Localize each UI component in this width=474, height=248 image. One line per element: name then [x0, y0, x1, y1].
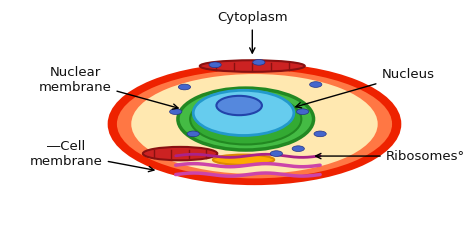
Ellipse shape	[110, 65, 399, 183]
Ellipse shape	[193, 90, 294, 135]
Ellipse shape	[170, 109, 182, 115]
Ellipse shape	[253, 60, 265, 65]
Ellipse shape	[310, 82, 322, 87]
Text: ―Cell
membrane: ―Cell membrane	[30, 140, 154, 172]
Ellipse shape	[178, 88, 314, 150]
Text: Ribosomes°: Ribosomes°	[316, 150, 465, 162]
Ellipse shape	[190, 94, 301, 145]
Ellipse shape	[314, 131, 326, 137]
Ellipse shape	[297, 109, 309, 115]
Ellipse shape	[131, 74, 378, 174]
Ellipse shape	[178, 84, 191, 90]
Text: Nuclear
membrane: Nuclear membrane	[39, 66, 178, 109]
Ellipse shape	[114, 67, 394, 181]
Ellipse shape	[292, 146, 304, 152]
Ellipse shape	[187, 131, 200, 137]
Ellipse shape	[143, 147, 217, 160]
Ellipse shape	[200, 60, 305, 72]
Ellipse shape	[213, 155, 274, 165]
Ellipse shape	[217, 96, 262, 115]
Text: Nucleus: Nucleus	[296, 68, 434, 108]
Ellipse shape	[209, 62, 221, 68]
Text: Cytoplasm: Cytoplasm	[217, 11, 288, 53]
Ellipse shape	[270, 151, 283, 156]
